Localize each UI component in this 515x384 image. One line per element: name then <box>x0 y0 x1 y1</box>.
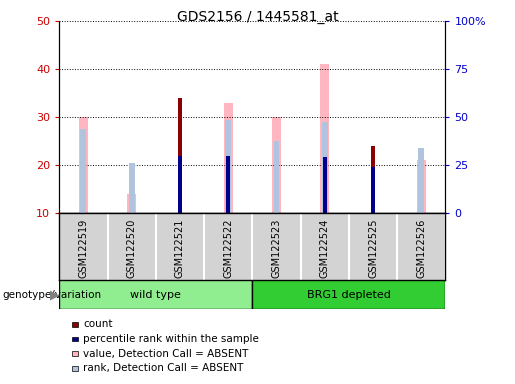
Text: count: count <box>83 319 113 329</box>
Text: wild type: wild type <box>130 290 181 300</box>
Bar <box>371 167 375 213</box>
Text: GSM122521: GSM122521 <box>175 218 185 278</box>
Bar <box>178 157 182 213</box>
Bar <box>127 194 136 213</box>
Bar <box>322 122 328 213</box>
Text: GSM122523: GSM122523 <box>271 218 282 278</box>
Bar <box>371 146 375 213</box>
Bar <box>418 148 424 213</box>
Text: percentile rank within the sample: percentile rank within the sample <box>83 334 260 344</box>
Bar <box>226 119 231 213</box>
FancyBboxPatch shape <box>59 280 252 309</box>
Bar <box>323 157 327 213</box>
Text: GSM122520: GSM122520 <box>127 218 136 278</box>
Text: GSM122525: GSM122525 <box>368 218 378 278</box>
Bar <box>272 117 281 213</box>
Text: GSM122526: GSM122526 <box>416 218 426 278</box>
Text: GSM122522: GSM122522 <box>223 218 233 278</box>
Bar <box>224 103 233 213</box>
Bar <box>129 163 134 213</box>
Text: GSM122524: GSM122524 <box>320 218 330 278</box>
Text: BRG1 depleted: BRG1 depleted <box>307 290 391 300</box>
Text: ▶: ▶ <box>50 288 60 301</box>
Bar <box>417 161 426 213</box>
Text: value, Detection Call = ABSENT: value, Detection Call = ABSENT <box>83 349 249 359</box>
Bar <box>273 141 280 213</box>
Bar <box>320 64 329 213</box>
Text: rank, Detection Call = ABSENT: rank, Detection Call = ABSENT <box>83 363 244 373</box>
FancyBboxPatch shape <box>252 280 445 309</box>
Bar <box>178 98 182 213</box>
Bar <box>80 129 87 213</box>
Text: genotype/variation: genotype/variation <box>3 290 101 300</box>
Bar <box>79 117 88 213</box>
Text: GDS2156 / 1445581_at: GDS2156 / 1445581_at <box>177 10 338 23</box>
Text: GSM122519: GSM122519 <box>78 218 89 278</box>
Bar <box>226 157 230 213</box>
